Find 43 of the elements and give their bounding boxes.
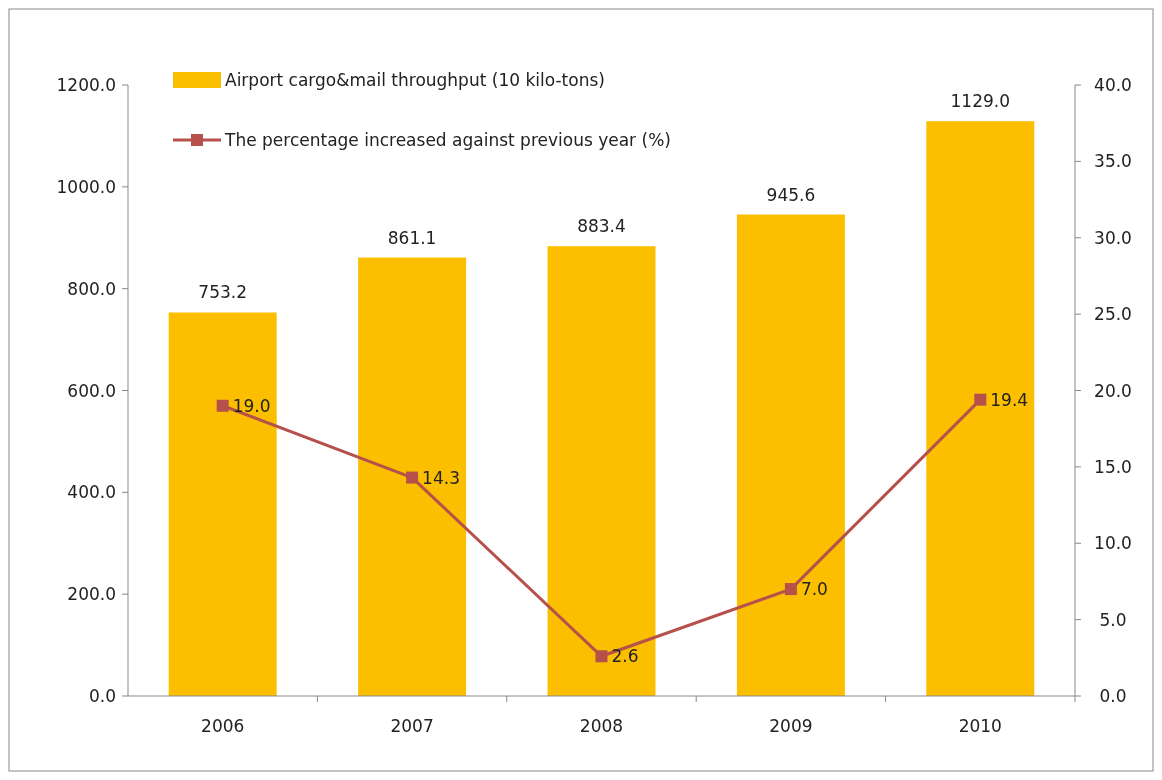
y-tick-label: 1200.0 bbox=[56, 75, 116, 95]
y2-tick-label: 10.0 bbox=[1094, 533, 1132, 554]
y-tick-label: 400.0 bbox=[67, 482, 116, 503]
y-tick-label: 800.0 bbox=[67, 278, 116, 299]
data-label: 753.2 bbox=[198, 282, 248, 303]
bar bbox=[547, 246, 656, 696]
x-tick-label: 2007 bbox=[390, 716, 434, 736]
data-label: 19.4 bbox=[990, 389, 1029, 410]
bar bbox=[358, 257, 467, 696]
y2-tick-label: 40.0 bbox=[1094, 75, 1132, 95]
data-label: 2.6 bbox=[611, 646, 639, 667]
point bbox=[216, 399, 229, 412]
x-tick-label: 2008 bbox=[579, 716, 624, 736]
data-label: 861.1 bbox=[387, 227, 437, 248]
y-tick-label: 1000.0 bbox=[56, 176, 116, 197]
bar bbox=[736, 214, 845, 696]
x-tick-label: 2009 bbox=[769, 716, 813, 736]
y2-tick-label: 15.0 bbox=[1094, 456, 1132, 477]
legend-label: Airport cargo&mail throughput (10 kilo-tons) bbox=[225, 70, 605, 90]
data-label: 1129.0 bbox=[950, 91, 1011, 112]
y2-tick-label: 25.0 bbox=[1094, 304, 1132, 325]
point bbox=[784, 583, 797, 596]
point bbox=[406, 471, 419, 484]
data-label: 7.0 bbox=[800, 579, 828, 600]
y2-tick-label: 30.0 bbox=[1094, 227, 1132, 248]
x-tick-label: 2010 bbox=[958, 716, 1002, 736]
bar bbox=[926, 121, 1035, 696]
y2-tick-label: 20.0 bbox=[1094, 380, 1132, 401]
point bbox=[974, 393, 987, 406]
x-tick-label: 2006 bbox=[201, 716, 245, 736]
data-label: 883.4 bbox=[577, 216, 626, 237]
legend-label: The percentage increased against previous year (%) bbox=[224, 130, 671, 150]
y2-tick-label: 35.0 bbox=[1094, 151, 1132, 172]
data-label: 945.6 bbox=[766, 184, 816, 205]
point bbox=[595, 650, 608, 663]
bar bbox=[168, 312, 277, 696]
y2-tick-label: 5.0 bbox=[1099, 609, 1127, 630]
data-label: 19.0 bbox=[232, 395, 271, 416]
data-label: 14.3 bbox=[422, 467, 460, 488]
y-tick-label: 200.0 bbox=[67, 584, 116, 605]
y-tick-label: 600.0 bbox=[67, 380, 116, 401]
y-tick-label: 0.0 bbox=[88, 686, 116, 706]
y2-tick-label: 0.0 bbox=[1099, 686, 1127, 706]
